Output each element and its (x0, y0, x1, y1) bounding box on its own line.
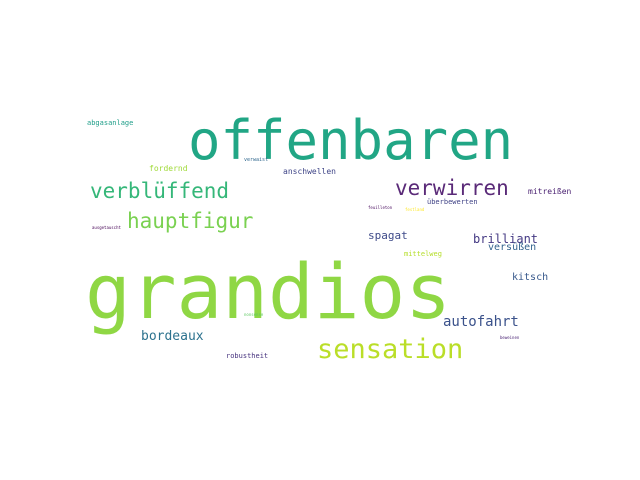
word-grandios: grandios (85, 247, 452, 336)
word-nonsense: nonsense (244, 312, 264, 317)
word-sensation: sensation (317, 334, 464, 365)
word-fordernd: fordernd (149, 164, 188, 173)
word-anschwellen: anschwellen (283, 167, 336, 176)
word-mittelweg: mittelweg (404, 250, 442, 258)
word-robustheit: robustheit (226, 352, 269, 360)
word-hauptfigur: hauptfigur (127, 209, 254, 233)
word-ueberbewerten: überbewerten (427, 198, 478, 206)
word-offenbaren: offenbaren (188, 109, 514, 172)
word-verblueffend: verblüffend (90, 179, 230, 203)
word-brilliant: brilliant (473, 232, 539, 246)
word-verwaist: verwaist (244, 157, 269, 163)
word-spagat: spagat (368, 229, 408, 242)
word-festland: festland (405, 207, 425, 212)
word-verwirren: verwirren (395, 176, 509, 200)
word-feuilleton: feuilleton (368, 205, 393, 210)
word-ausgetauscht: ausgetauscht (92, 225, 121, 230)
word-mitreissen: mitreißen (528, 187, 572, 196)
word-autofahrt: autofahrt (443, 314, 519, 330)
word-abgasanlage: abgasanlage (87, 119, 134, 127)
word-bordeaux: bordeaux (141, 329, 204, 344)
word-kitsch: kitsch (512, 272, 549, 283)
word-versuessen: versüßen (488, 242, 537, 253)
word-beweinen: beweinen (500, 335, 520, 340)
